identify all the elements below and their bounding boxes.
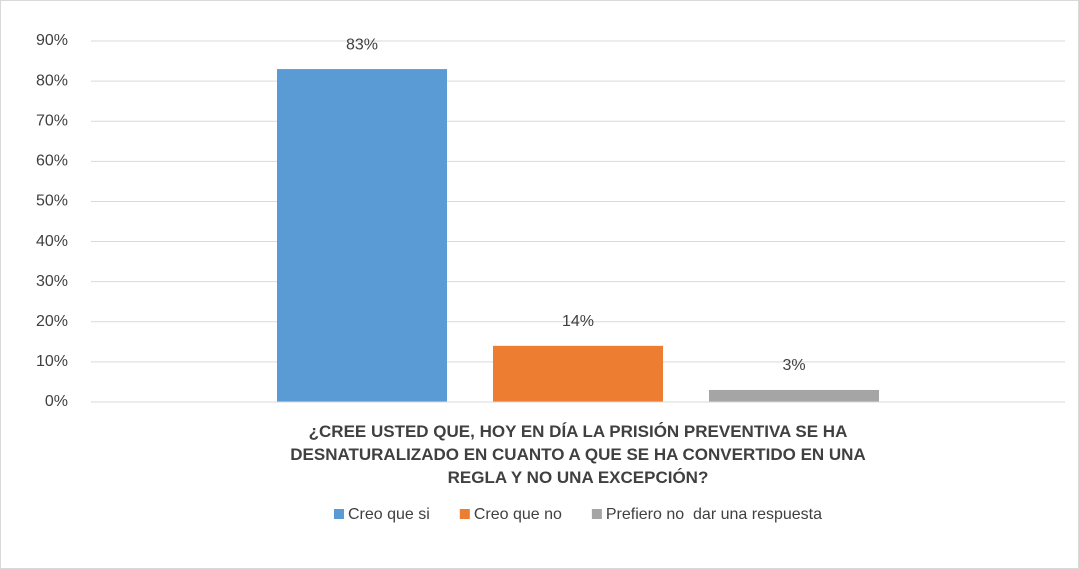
legend-label: Creo que no (474, 506, 562, 523)
y-tick-label: 0% (45, 393, 68, 410)
y-tick-label: 50% (36, 193, 68, 210)
data-label: 83% (346, 36, 378, 53)
y-tick-label: 10% (36, 353, 68, 370)
bar (709, 389, 879, 402)
legend-swatch (459, 509, 470, 519)
x-tick-label: ¿CREE USTED QUE, HOY EN DÍA LA PRISIÓN P… (290, 422, 866, 487)
y-tick-label: 80% (36, 72, 68, 89)
legend-label: Creo que si (348, 506, 430, 523)
y-tick-label: 40% (36, 233, 68, 250)
bar (493, 345, 663, 402)
y-tick-label: 30% (36, 273, 68, 290)
bar (277, 69, 447, 403)
legend-swatch (333, 509, 344, 519)
data-label: 3% (782, 357, 805, 374)
legend-label: Prefiero no dar una respuesta (606, 506, 822, 523)
y-tick-label: 70% (36, 112, 68, 129)
legend-swatch (591, 509, 602, 519)
y-tick-label: 60% (36, 153, 68, 170)
data-label: 14% (562, 313, 594, 330)
y-tick-label: 90% (36, 32, 68, 49)
y-tick-label: 20% (36, 313, 68, 330)
